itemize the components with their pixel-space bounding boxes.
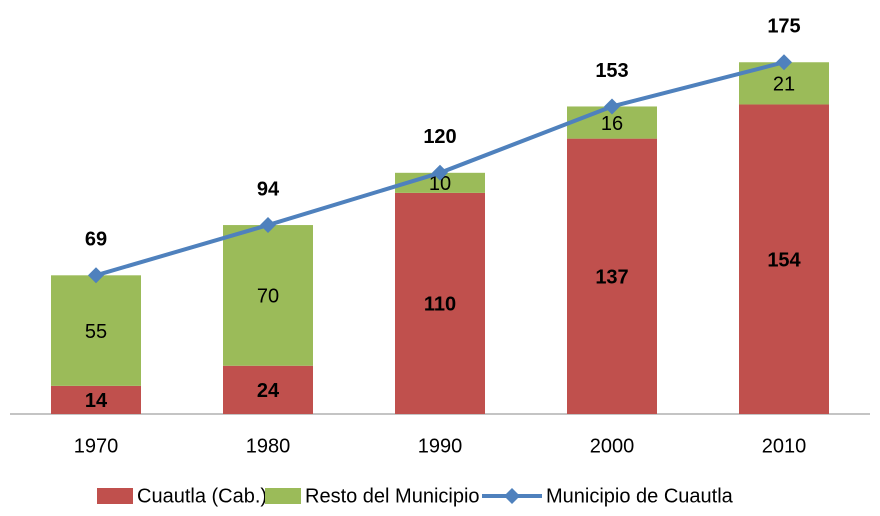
legend-label: Resto del Municipio [305, 485, 480, 507]
data-label: 24 [257, 380, 280, 402]
bar-segment [223, 225, 313, 366]
data-label: 55 [85, 321, 107, 343]
line-label: 175 [767, 16, 800, 38]
legend-swatch [265, 488, 301, 504]
data-label: 21 [773, 74, 795, 96]
legend-label: Cuautla (Cab.) [137, 485, 267, 507]
line-label: 69 [85, 229, 107, 251]
line-label: 94 [257, 178, 280, 200]
line-label: 153 [595, 60, 628, 82]
bar-segment [51, 385, 141, 414]
x-tick-label: 1970 [74, 435, 119, 457]
line-label: 120 [423, 126, 456, 148]
line-marker [432, 164, 448, 181]
data-label: 16 [601, 113, 623, 135]
x-tick-label: 2010 [762, 435, 807, 457]
data-label: 70 [257, 286, 279, 308]
bar-segment [739, 104, 829, 415]
x-tick-label: 1990 [418, 435, 463, 457]
line-marker [88, 267, 104, 284]
bar-segment [395, 192, 485, 414]
bar-segment [567, 138, 657, 414]
data-label: 10 [429, 173, 451, 195]
legend-marker [504, 488, 520, 504]
data-label: 14 [85, 390, 108, 412]
x-tick-label: 1980 [246, 435, 291, 457]
line-marker [776, 54, 792, 71]
data-label: 154 [767, 250, 801, 272]
line-marker [260, 217, 276, 234]
data-label: 137 [595, 267, 628, 289]
x-tick-label: 2000 [590, 435, 635, 457]
bar-segment [51, 275, 141, 386]
data-label: 110 [424, 294, 456, 316]
line-marker [604, 98, 620, 115]
legend-swatch [97, 488, 133, 504]
legend-label: Municipio de Cuautla [546, 485, 734, 507]
bar-segment [223, 365, 313, 414]
